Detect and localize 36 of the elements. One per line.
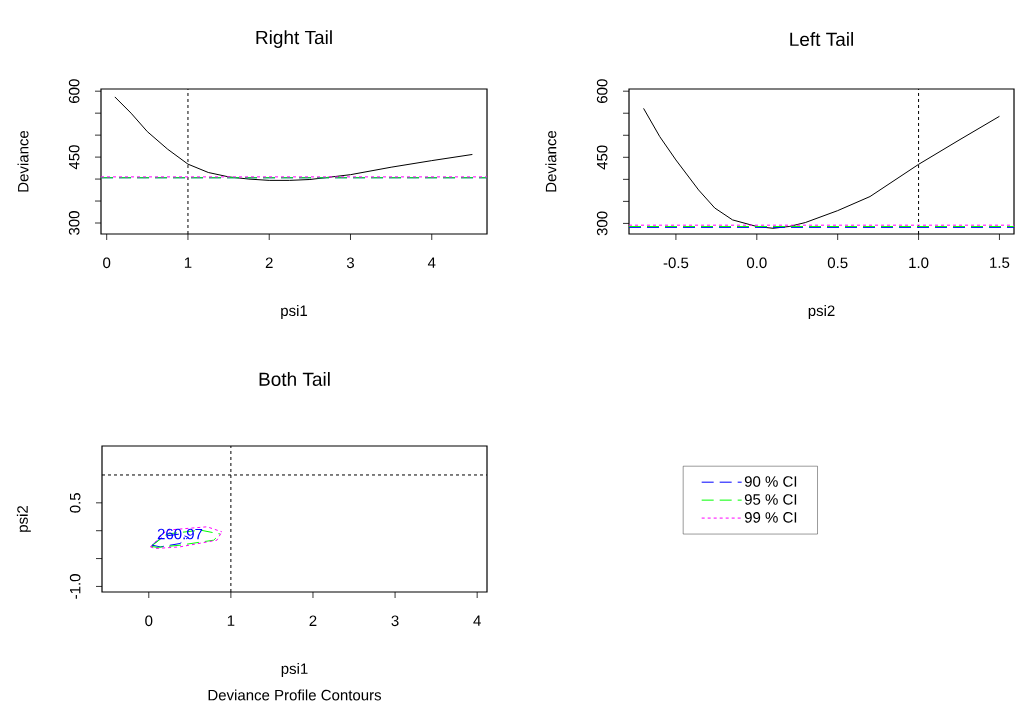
- x-tick-label: 3: [391, 615, 399, 627]
- x-tick-label: -0.5: [663, 257, 689, 269]
- chart-title: Both Tail: [259, 372, 330, 386]
- x-tick-label: 2: [309, 615, 317, 626]
- x-tick-label: 4: [473, 615, 481, 626]
- y-axis-title: Deviance: [545, 130, 557, 192]
- chart-title: Left Tail: [790, 32, 853, 47]
- x-tick-label: 0: [103, 257, 111, 269]
- x-axis-title: psi1: [281, 305, 308, 319]
- legend-label: 95 % CI: [744, 494, 797, 505]
- x-tick-label: 3: [346, 257, 354, 269]
- y-tick-label: 450: [596, 145, 608, 170]
- y-tick-label: 600: [68, 79, 80, 103]
- y-tick-label: 450: [68, 145, 80, 170]
- x-axis-title: psi1: [281, 662, 308, 677]
- x-tick-label: 1.0: [909, 257, 929, 269]
- x-tick-label: 4: [427, 257, 436, 268]
- x-axis-title: psi2: [808, 305, 835, 319]
- y-tick-label: 0.5: [69, 493, 81, 513]
- y-tick-label: 300: [596, 211, 608, 236]
- y-axis-title: psi2: [16, 505, 31, 532]
- x-tick-label: 0: [145, 615, 153, 627]
- x-tick-label: 1.5: [990, 257, 1010, 268]
- y-tick-label: -1.0: [69, 574, 81, 599]
- legend-label: 90 % CI: [744, 476, 797, 487]
- x-tick-label: 1: [227, 615, 235, 626]
- x-tick-label: 0.0: [746, 257, 767, 269]
- legend-label: 99 % CI: [744, 512, 797, 523]
- y-axis-title: Deviance: [17, 130, 29, 192]
- y-tick-label: 600: [596, 79, 608, 103]
- y-tick-label: 300: [68, 211, 80, 235]
- x-tick-label: 0.5: [827, 257, 848, 269]
- text: Deviance Profile Contours: [208, 689, 382, 701]
- chart-title: Right Tail: [256, 30, 332, 48]
- x-tick-label: 2: [265, 257, 273, 268]
- x-tick-label: 1: [184, 257, 192, 268]
